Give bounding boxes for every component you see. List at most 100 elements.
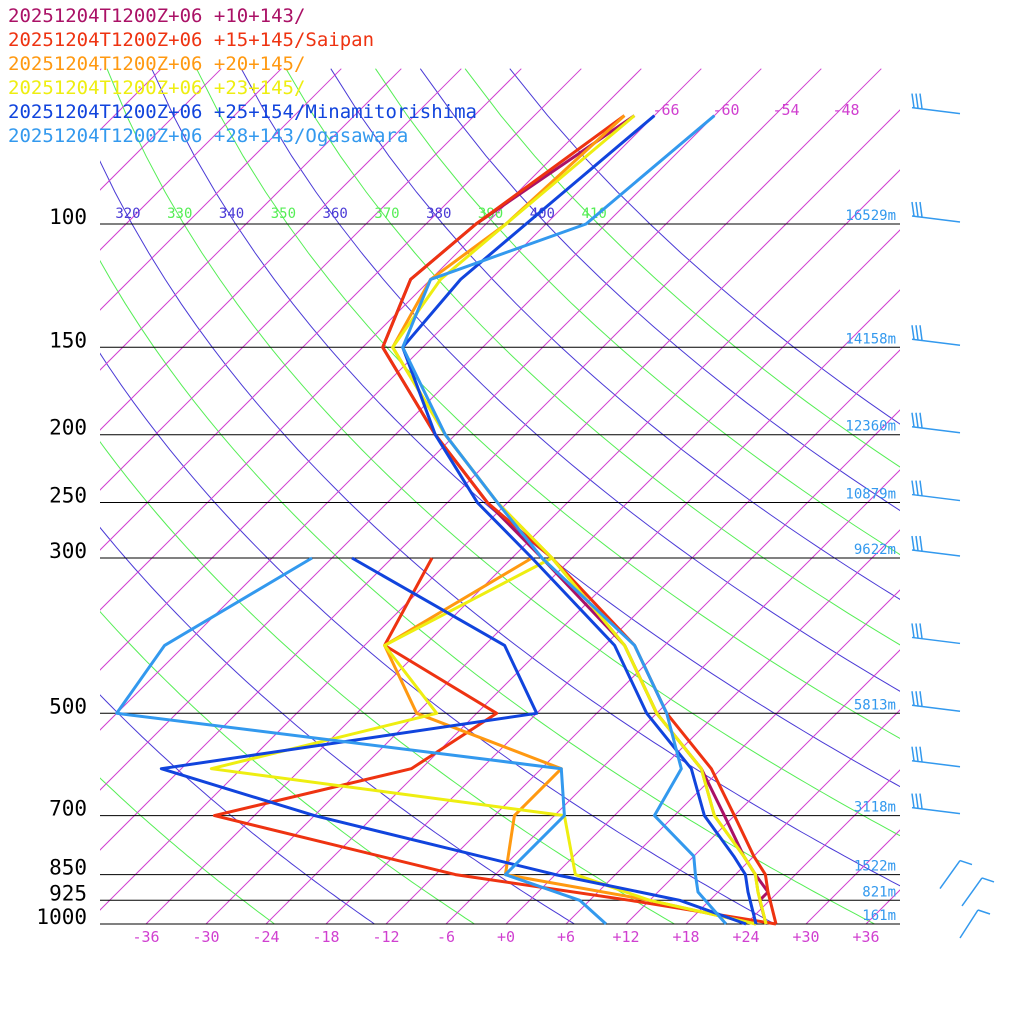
dry-adiabat-260 — [100, 694, 376, 924]
barb-flag — [915, 746, 919, 762]
temperature-tick-label: -18 — [312, 928, 339, 946]
wind-barb — [911, 480, 961, 502]
dry-adiabat-350 — [196, 68, 900, 740]
pressure-tick-label: 100 — [49, 205, 87, 229]
barb-flag — [911, 623, 915, 638]
height-label: 10879m — [845, 487, 896, 503]
isotherm — [100, 68, 702, 671]
isotherm-label: -60 — [712, 101, 739, 119]
barb-staff — [911, 425, 961, 434]
wind-barb — [911, 746, 961, 768]
dry-adiabat-410 — [464, 68, 900, 468]
temperature-tick-label: -30 — [192, 928, 219, 946]
dry-adiabat-250 — [100, 777, 276, 924]
theta-label: 320 — [115, 206, 140, 222]
series-3-dewpoint — [209, 556, 757, 926]
pressure-tick-label: 150 — [49, 328, 87, 352]
isotherm — [385, 409, 900, 924]
temperature-tick-label: -24 — [252, 928, 279, 946]
barb-flag — [915, 325, 919, 340]
barb-flag — [919, 535, 923, 552]
dry-adiabat-310 — [100, 259, 876, 924]
barb-flag — [911, 746, 915, 761]
dry-adiabat-360 — [240, 68, 900, 692]
isotherm — [625, 649, 900, 924]
barb-flag — [959, 859, 973, 866]
isotherm — [971, 69, 1024, 939]
height-label: 5813m — [854, 697, 896, 713]
isotherm-label: -54 — [772, 101, 799, 119]
isotherm — [265, 289, 900, 924]
dry-adiabat-420 — [509, 68, 900, 425]
legend-entry-3: 20251204T1200Z+06 +23+145/ — [8, 77, 305, 99]
legend-entry-5: 20251204T1200Z+06 +28+143/Ogasawara — [8, 125, 408, 147]
wind-barb — [961, 877, 995, 907]
dry-adiabat-270 — [100, 610, 476, 924]
temperature-tick-label: -12 — [372, 928, 399, 946]
series-5-temperature — [401, 114, 728, 925]
barb-staff — [939, 860, 961, 890]
isotherm — [445, 469, 900, 924]
temperature-tick-labels: -36 -30 -24 -18 -12 -6 +0 +6 +12 +18 +24 +30 +36 — [132, 928, 879, 946]
wind-barb — [911, 793, 961, 815]
pressure-tick-label: 500 — [49, 694, 87, 718]
barb-flag — [919, 480, 923, 496]
isotherm — [100, 68, 402, 371]
barb-flag — [911, 412, 915, 427]
dry-adiabat-330 — [106, 68, 900, 837]
isotherm — [745, 769, 900, 924]
barb-flag — [919, 93, 923, 109]
pressure-tick-label: 850 — [49, 856, 87, 880]
barb-flag — [915, 623, 919, 639]
height-label: 161m — [862, 908, 896, 924]
wind-barb — [959, 909, 991, 939]
isotherm — [145, 169, 900, 924]
legend-entry-2: 20251204T1200Z+06 +20+145/ — [8, 53, 305, 75]
barb-flag — [981, 877, 995, 883]
isotherm-labels: -66 -60 -54 -48 — [652, 101, 859, 119]
temperature-tick-label: +6 — [557, 928, 575, 946]
theta-label: 380 — [426, 206, 451, 222]
barb-flag — [977, 909, 991, 915]
barb-staff — [911, 636, 961, 645]
pressure-tick-label: 200 — [49, 416, 87, 440]
pressure-tick-label: 700 — [49, 797, 87, 821]
barb-flag — [919, 623, 923, 639]
series-4-dewpoint — [159, 556, 747, 926]
legend-entry-4: 20251204T1200Z+06 +25+154/Minamitorishim… — [8, 101, 477, 123]
isotherm — [100, 68, 882, 851]
barb-flag — [919, 201, 923, 218]
barb-flag — [911, 325, 915, 340]
series-4-temperature — [401, 114, 758, 925]
barb-flag — [915, 793, 919, 809]
sounding-traces — [115, 114, 778, 926]
isotherm — [100, 68, 582, 551]
barb-flag — [911, 793, 915, 808]
theta-label: 400 — [530, 206, 555, 222]
barb-flag — [919, 691, 923, 707]
wind-barb — [911, 623, 961, 645]
dry-adiabat-340 — [151, 68, 900, 788]
theta-label: 350 — [271, 206, 296, 222]
isotherm — [100, 68, 462, 431]
wind-barb — [911, 535, 961, 557]
isotherm — [911, 69, 1024, 939]
temperature-tick-label: +0 — [497, 928, 515, 946]
series-5-dewpoint — [115, 556, 608, 926]
theta-label: 330 — [167, 206, 192, 222]
barb-flag — [919, 746, 923, 762]
height-label: 16529m — [845, 208, 896, 224]
barb-flag — [915, 691, 919, 706]
isotherm — [100, 68, 282, 251]
temperature-tick-label: +12 — [612, 928, 639, 946]
barb-flag — [915, 480, 919, 496]
barb-staff — [911, 759, 961, 768]
theta-label: 370 — [374, 206, 399, 222]
barb-staff — [911, 215, 961, 223]
dry-adiabat-320 — [100, 160, 900, 887]
temperature-tick-label: +30 — [792, 928, 819, 946]
isotherm — [325, 349, 900, 924]
pressure-tick-label: 300 — [49, 539, 87, 563]
